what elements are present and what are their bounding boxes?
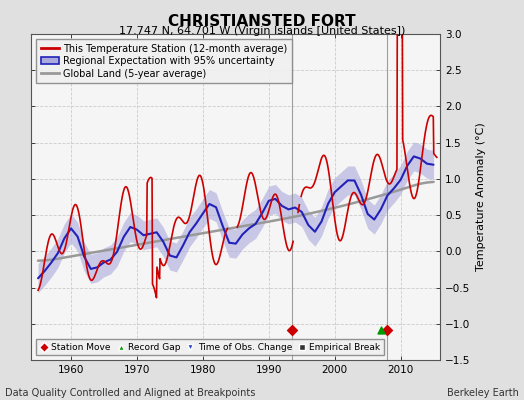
Legend: Station Move, Record Gap, Time of Obs. Change, Empirical Break: Station Move, Record Gap, Time of Obs. C… bbox=[36, 339, 384, 356]
Text: 17.747 N, 64.701 W (Virgin Islands [United States]): 17.747 N, 64.701 W (Virgin Islands [Unit… bbox=[119, 26, 405, 36]
Point bbox=[383, 326, 391, 333]
Y-axis label: Temperature Anomaly (°C): Temperature Anomaly (°C) bbox=[476, 123, 486, 271]
Text: CHRISTIANSTED FORT: CHRISTIANSTED FORT bbox=[168, 14, 356, 29]
Text: Berkeley Earth: Berkeley Earth bbox=[447, 388, 519, 398]
Point bbox=[288, 326, 296, 333]
Text: Data Quality Controlled and Aligned at Breakpoints: Data Quality Controlled and Aligned at B… bbox=[5, 388, 256, 398]
Point bbox=[377, 326, 385, 333]
